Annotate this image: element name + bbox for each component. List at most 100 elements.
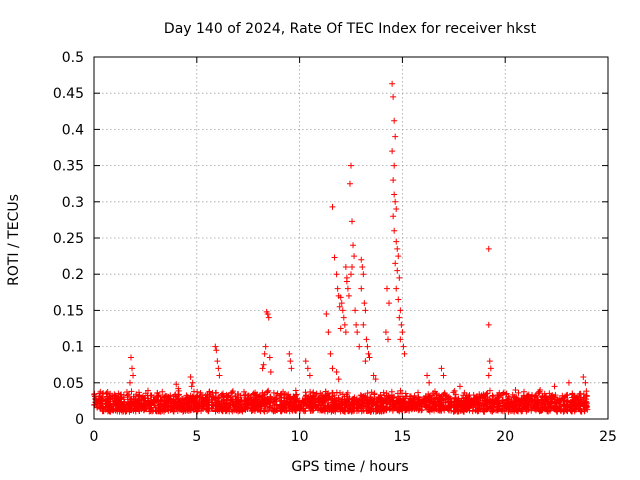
- data-point: [485, 245, 492, 252]
- data-point: [92, 399, 99, 406]
- data-point: [187, 374, 194, 381]
- data-point: [318, 402, 325, 409]
- data-point: [372, 376, 379, 383]
- data-point: [286, 350, 293, 357]
- data-point: [521, 395, 528, 402]
- data-point: [173, 381, 180, 388]
- data-point: [315, 401, 322, 408]
- data-point: [518, 406, 525, 413]
- data-point: [383, 285, 390, 292]
- data-point: [253, 402, 260, 409]
- data-point: [426, 379, 433, 386]
- data-point: [256, 393, 263, 400]
- data-point: [189, 379, 196, 386]
- x-tick-label: 25: [599, 429, 617, 445]
- data-point: [440, 391, 447, 398]
- data-point: [183, 399, 190, 406]
- data-point: [481, 398, 488, 405]
- data-point: [440, 372, 447, 379]
- data-point: [200, 397, 207, 404]
- data-point: [395, 296, 402, 303]
- data-point: [392, 133, 399, 140]
- data-point: [133, 391, 140, 398]
- data-point: [544, 407, 551, 414]
- data-point: [323, 311, 330, 318]
- axis-ticks: 0 0.05 0.1 0.15 0.2 0.25 0.3 0.35 0.4 0.45 0.5 0 5 10…: [53, 50, 617, 445]
- data-point: [445, 407, 452, 414]
- data-point: [550, 404, 557, 411]
- data-point: [544, 396, 551, 403]
- data-point: [308, 401, 315, 408]
- data-point: [206, 388, 213, 395]
- data-point: [456, 383, 463, 390]
- data-point: [238, 396, 245, 403]
- x-tick-label: 15: [393, 429, 411, 445]
- data-point: [484, 394, 491, 401]
- data-point: [127, 396, 134, 403]
- data-point: [515, 389, 522, 396]
- data-point: [288, 365, 295, 372]
- data-point: [377, 404, 384, 411]
- data-point: [333, 271, 340, 278]
- data-point: [338, 300, 345, 307]
- data-point: [176, 403, 183, 410]
- data-point: [239, 408, 246, 415]
- data-point: [333, 389, 340, 396]
- data-point: [325, 390, 332, 397]
- data-point: [191, 399, 198, 406]
- data-point: [342, 263, 349, 270]
- data-point: [545, 403, 552, 410]
- data-point: [537, 387, 544, 394]
- y-tick-label: 0.25: [53, 231, 84, 247]
- data-point: [483, 390, 490, 397]
- data-point: [254, 406, 261, 413]
- data-point: [495, 400, 502, 407]
- data-point: [532, 392, 539, 399]
- data-point: [343, 391, 350, 398]
- data-point: [390, 177, 397, 184]
- data-point: [287, 395, 294, 402]
- data-point: [526, 399, 533, 406]
- data-point: [261, 391, 268, 398]
- data-point: [455, 395, 462, 402]
- data-point: [289, 407, 296, 414]
- data-point: [366, 398, 373, 405]
- data-point: [411, 405, 418, 412]
- data-point: [197, 389, 204, 396]
- data-point: [150, 396, 157, 403]
- data-point: [573, 406, 580, 413]
- data-point: [509, 391, 516, 398]
- data-point: [352, 307, 359, 314]
- data-point: [421, 395, 428, 402]
- data-point: [349, 408, 356, 415]
- data-point: [345, 292, 352, 299]
- data-point: [368, 389, 375, 396]
- data-point: [533, 397, 540, 404]
- data-point: [267, 399, 274, 406]
- data-point: [273, 406, 280, 413]
- data-point: [560, 401, 567, 408]
- data-point: [502, 401, 509, 408]
- data-point: [129, 365, 136, 372]
- data-point: [395, 253, 402, 260]
- data-point: [96, 390, 103, 397]
- data-point: [370, 372, 377, 379]
- data-point: [277, 405, 284, 412]
- data-point: [313, 390, 320, 397]
- data-point: [250, 390, 257, 397]
- data-point: [260, 392, 267, 399]
- data-point: [348, 162, 354, 169]
- data-point: [341, 407, 348, 414]
- data-point: [362, 403, 369, 410]
- y-tick-label: 0: [75, 412, 84, 428]
- data-point: [128, 388, 135, 395]
- data-point: [147, 404, 154, 411]
- data-point: [241, 404, 248, 411]
- x-tick-label: 5: [192, 429, 201, 445]
- data-point: [319, 407, 326, 414]
- data-point: [304, 365, 311, 372]
- data-point: [580, 374, 587, 381]
- data-point: [394, 245, 401, 252]
- data-point: [354, 404, 361, 411]
- data-point: [358, 285, 365, 292]
